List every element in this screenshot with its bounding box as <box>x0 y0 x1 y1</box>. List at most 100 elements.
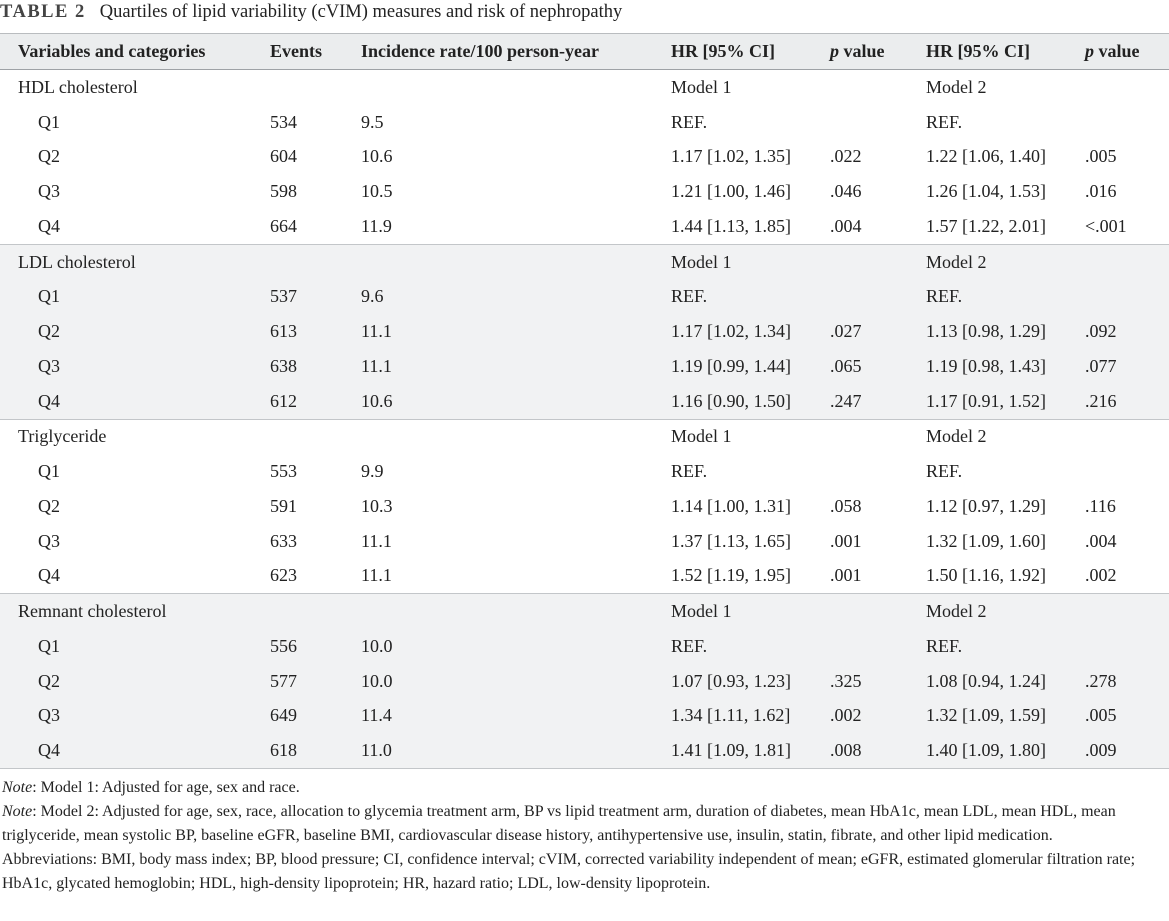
table-row: Q1 556 10.0 REF. REF. <box>0 629 1169 664</box>
hr-model2-cell: 1.22 [1.06, 1.40] <box>926 146 1046 167</box>
events-cell: 553 <box>270 461 297 482</box>
table-row: Q3 633 11.1 1.37 [1.13, 1.65] .001 1.32 … <box>0 524 1169 559</box>
table-row: Q4 664 11.9 1.44 [1.13, 1.85] .004 1.57 … <box>0 209 1169 244</box>
group-name: HDL cholesterol <box>18 76 138 97</box>
events-cell: 649 <box>270 705 297 726</box>
events-cell: 598 <box>270 181 297 202</box>
group-name: Triglyceride <box>18 426 107 447</box>
incidence-cell: 11.0 <box>361 740 392 761</box>
model-2-label: Model 2 <box>926 76 987 97</box>
note-model-1: Note: Model 1: Adjusted for age, sex and… <box>2 779 300 796</box>
incidence-cell: 11.9 <box>361 215 392 236</box>
col-header-events: Events <box>270 41 323 61</box>
events-cell: 534 <box>270 111 297 132</box>
hr-model2-cell: 1.32 [1.09, 1.60] <box>926 530 1046 551</box>
note-model-2: Note: Model 2: Adjusted for age, sex, ra… <box>2 803 1116 844</box>
incidence-cell: 10.6 <box>361 390 393 411</box>
p-model2-cell: .116 <box>1085 495 1116 516</box>
quartile-label: Q1 <box>38 111 60 132</box>
table-header: Variables and categories Events Incidenc… <box>0 33 1169 70</box>
p-model2-cell: .005 <box>1085 705 1117 726</box>
model-1-label: Model 1 <box>671 426 732 447</box>
incidence-cell: 10.3 <box>361 495 393 516</box>
p-model1-cell: .325 <box>830 670 862 691</box>
quartile-label: Q4 <box>38 390 60 411</box>
hr-model2-cell: REF. <box>926 461 963 482</box>
quartile-label: Q4 <box>38 215 60 236</box>
hr-model2-cell: REF. <box>926 111 963 132</box>
table-row: Q4 618 11.0 1.41 [1.09, 1.81] .008 1.40 … <box>0 733 1169 768</box>
quartile-label: Q3 <box>38 355 60 376</box>
p-model1-cell <box>830 454 926 489</box>
events-cell: 664 <box>270 215 297 236</box>
p-model2-cell: .016 <box>1085 181 1117 202</box>
hr-model1-cell: 1.37 [1.13, 1.65] <box>671 530 791 551</box>
hr-model1-cell: 1.52 [1.19, 1.95] <box>671 565 791 586</box>
hr-model1-cell: REF. <box>671 461 708 482</box>
quartile-label: Q2 <box>38 146 60 167</box>
model-1-label: Model 1 <box>671 76 732 97</box>
col-header-hr-model2: HR [95% CI] <box>926 41 1030 61</box>
p-model1-cell <box>830 105 926 140</box>
col-header-p-model2: p value <box>1085 41 1140 61</box>
p-model1-cell: .247 <box>830 390 862 411</box>
p-model1-cell: .002 <box>830 705 862 726</box>
incidence-cell: 9.9 <box>361 461 384 482</box>
table-row: Q3 638 11.1 1.19 [0.99, 1.44] .065 1.19 … <box>0 349 1169 384</box>
p-model2-cell <box>1085 105 1169 140</box>
events-cell: 612 <box>270 390 297 411</box>
quartile-label: Q3 <box>38 705 60 726</box>
events-cell: 638 <box>270 355 297 376</box>
header-row: Variables and categories Events Incidenc… <box>0 33 1169 70</box>
events-cell: 537 <box>270 286 297 307</box>
quartile-label: Q2 <box>38 670 60 691</box>
hr-model2-cell: REF. <box>926 635 963 656</box>
hr-model1-cell: REF. <box>671 635 708 656</box>
events-cell: 623 <box>270 565 297 586</box>
p-model2-cell: .004 <box>1085 530 1117 551</box>
model-2-label: Model 2 <box>926 601 987 622</box>
group-remnant: Remnant cholesterol Model 1 Model 2 Q1 5… <box>0 593 1169 769</box>
table-row: Q1 534 9.5 REF. REF. <box>0 105 1169 140</box>
incidence-cell: 11.1 <box>361 530 392 551</box>
hr-model2-cell: 1.40 [1.09, 1.80] <box>926 740 1046 761</box>
p-model1-cell: .027 <box>830 321 862 342</box>
hr-model2-cell: 1.13 [0.98, 1.29] <box>926 321 1046 342</box>
p-model2-cell: .009 <box>1085 740 1117 761</box>
quartile-label: Q4 <box>38 565 60 586</box>
group-triglyceride: Triglyceride Model 1 Model 2 Q1 553 9.9 … <box>0 419 1169 594</box>
incidence-cell: 10.0 <box>361 670 393 691</box>
p-model1-cell: .046 <box>830 181 862 202</box>
quartile-label: Q1 <box>38 286 60 307</box>
incidence-cell: 11.1 <box>361 565 392 586</box>
table-title: Quartiles of lipid variability (cVIM) me… <box>99 2 623 22</box>
hr-model1-cell: 1.14 [1.00, 1.31] <box>671 495 791 516</box>
table-row: Q3 598 10.5 1.21 [1.00, 1.46] .046 1.26 … <box>0 174 1169 209</box>
quartile-label: Q3 <box>38 530 60 551</box>
table-row: Q1 553 9.9 REF. REF. <box>0 454 1169 489</box>
table-row: Q1 537 9.6 REF. REF. <box>0 280 1169 315</box>
hr-model1-cell: REF. <box>671 111 708 132</box>
group-hdl: HDL cholesterol Model 1 Model 2 Q1 534 9… <box>0 70 1169 245</box>
results-table: Variables and categories Events Incidenc… <box>0 33 1169 769</box>
incidence-cell: 9.5 <box>361 111 384 132</box>
hr-model1-cell: 1.21 [1.00, 1.46] <box>671 181 791 202</box>
hr-model1-cell: 1.44 [1.13, 1.85] <box>671 215 791 236</box>
events-cell: 577 <box>270 670 297 691</box>
quartile-label: Q4 <box>38 740 60 761</box>
incidence-cell: 10.5 <box>361 181 393 202</box>
table-row: Q2 604 10.6 1.17 [1.02, 1.35] .022 1.22 … <box>0 140 1169 175</box>
group-name: LDL cholesterol <box>18 251 136 272</box>
p-model1-cell: .022 <box>830 146 862 167</box>
p-model2-cell: .077 <box>1085 355 1117 376</box>
hr-model1-cell: 1.34 [1.11, 1.62] <box>671 705 791 726</box>
table-row: Q2 613 11.1 1.17 [1.02, 1.34] .027 1.13 … <box>0 314 1169 349</box>
hr-model1-cell: 1.19 [0.99, 1.44] <box>671 355 791 376</box>
events-cell: 604 <box>270 146 297 167</box>
incidence-cell: 11.4 <box>361 705 392 726</box>
p-model2-cell: .092 <box>1085 321 1117 342</box>
quartile-label: Q1 <box>38 635 60 656</box>
events-cell: 613 <box>270 321 297 342</box>
table-label: TABLE 2 <box>0 2 86 22</box>
hr-model2-cell: 1.08 [0.94, 1.24] <box>926 670 1046 691</box>
